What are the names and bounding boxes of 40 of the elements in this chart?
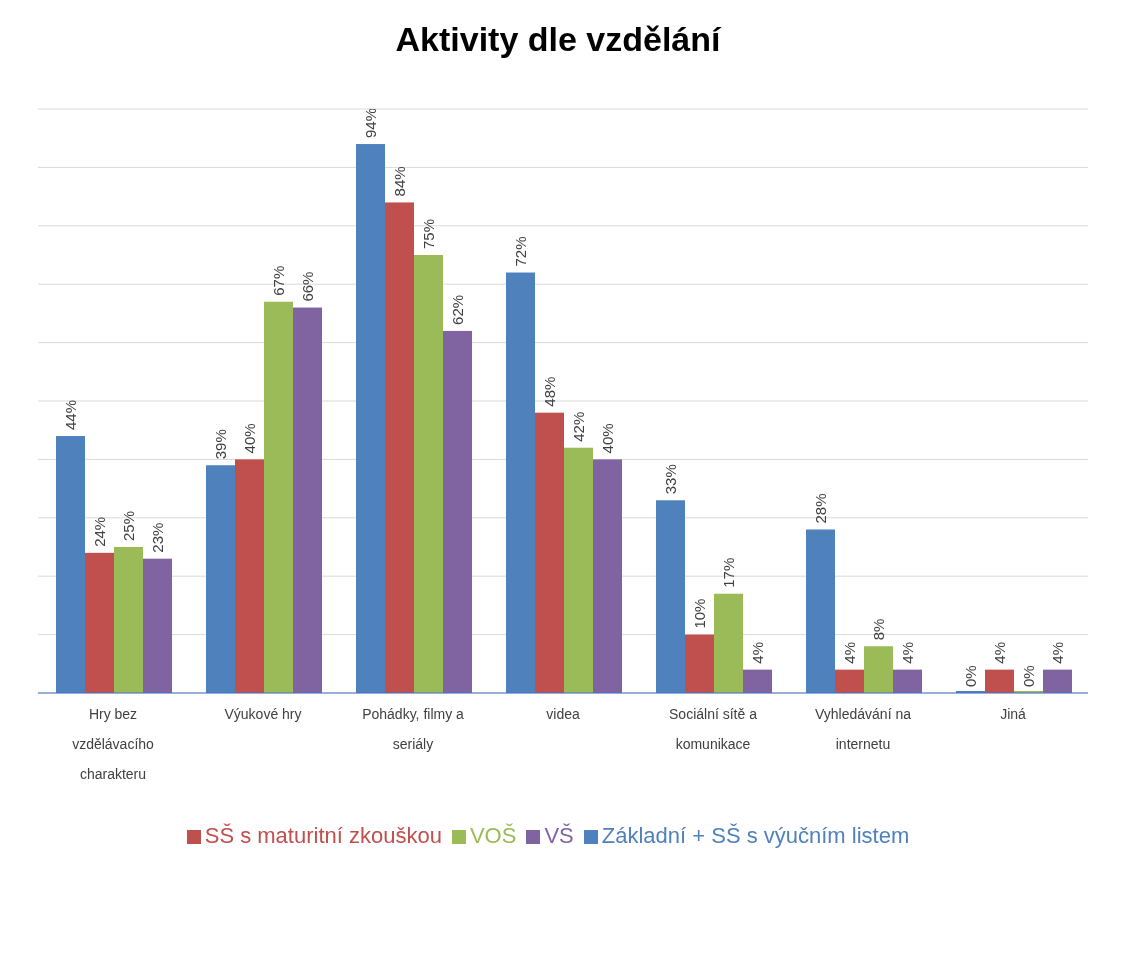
legend-label: VŠ (544, 823, 574, 848)
data-label: 4% (841, 641, 858, 664)
data-label: 40% (599, 423, 616, 454)
data-label: 75% (420, 218, 437, 249)
data-label: 42% (570, 411, 587, 442)
data-label: 25% (120, 510, 137, 541)
data-label: 17% (720, 557, 737, 588)
legend-label: VOŠ (469, 823, 517, 848)
data-label: 67% (270, 265, 287, 296)
legend-label: Základní + SŠ s výučním listem (601, 823, 910, 848)
data-label: 0% (962, 665, 979, 687)
data-label: 84% (391, 166, 408, 197)
data-label: 24% (91, 516, 108, 547)
data-label: 4% (991, 641, 1008, 664)
data-label: 8% (870, 618, 887, 641)
data-label: 10% (691, 598, 708, 629)
data-label: 48% (541, 376, 558, 407)
data-label: 4% (1049, 641, 1066, 664)
data-label: 33% (662, 464, 679, 495)
data-label: 94% (362, 108, 379, 139)
chart-title: Aktivity dle vzdělání (394, 20, 723, 59)
data-label: 44% (62, 400, 79, 431)
data-label: 0% (1020, 665, 1037, 687)
data-label: 40% (241, 423, 258, 454)
data-label: 62% (449, 294, 466, 325)
data-label: 4% (749, 641, 766, 664)
x-tick-label: Vyhledávání na internetu (815, 706, 912, 752)
x-tick-label: Pohádky, filmy a seriály (362, 706, 465, 752)
data-label: 66% (299, 271, 316, 302)
data-label: 72% (512, 236, 529, 267)
x-tick-label: Hry bez vzdělávacího charakteru (72, 706, 155, 782)
x-tick-label: Sociální sítě a komunikace (669, 706, 758, 752)
data-label: 4% (899, 641, 916, 664)
x-tick-label: videa (546, 706, 580, 722)
data-label: 28% (812, 493, 829, 524)
legend-label: SŠ s maturitní zkouškou (204, 823, 442, 848)
x-tick-label: Výukové hry (224, 706, 302, 722)
x-tick-label: Jiná (1000, 706, 1027, 722)
data-label: 23% (149, 522, 166, 553)
data-label: 39% (212, 429, 229, 460)
